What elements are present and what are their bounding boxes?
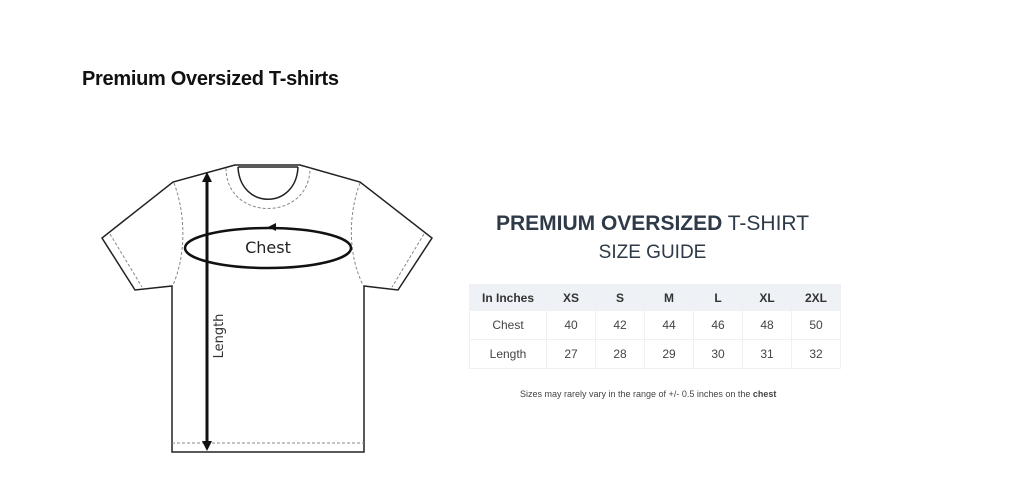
tshirt-outline bbox=[101, 164, 434, 453]
table-cell: 50 bbox=[791, 310, 841, 340]
size-table: In Inches XS S M L XL 2XL Chest 40 42 44… bbox=[469, 284, 841, 369]
page-title: Premium Oversized T-shirts bbox=[82, 68, 339, 90]
table-header-row: In Inches XS S M L XL 2XL bbox=[469, 284, 841, 311]
length-label: Length bbox=[212, 314, 227, 359]
size-note: Sizes may rarely vary in the range of +/… bbox=[470, 389, 927, 399]
table-cell: 48 bbox=[742, 310, 792, 340]
table-cell: 46 bbox=[693, 310, 743, 340]
header-cell: M bbox=[644, 284, 694, 311]
chest-ellipse bbox=[183, 226, 353, 270]
tshirt-diagram: Chest Length bbox=[101, 164, 434, 453]
table-cell: 29 bbox=[644, 339, 694, 369]
title-rest: T-SHIRT bbox=[722, 212, 810, 235]
row-label: Chest bbox=[469, 310, 547, 340]
header-cell: XL bbox=[742, 284, 792, 311]
header-cell: L bbox=[693, 284, 743, 311]
header-cell: 2XL bbox=[791, 284, 841, 311]
table-cell: 32 bbox=[791, 339, 841, 369]
note-text: Sizes may rarely vary in the range of +/… bbox=[520, 389, 753, 399]
row-label: Length bbox=[469, 339, 547, 369]
note-bold: chest bbox=[752, 389, 777, 399]
table-cell: 31 bbox=[742, 339, 792, 369]
title-bold: PREMIUM OVERSIZED bbox=[495, 212, 723, 235]
table-row: Length 27 28 29 30 31 32 bbox=[469, 339, 841, 369]
table-cell: 40 bbox=[546, 310, 596, 340]
chest-arrow-icon bbox=[268, 223, 276, 231]
table-row: Chest 40 42 44 46 48 50 bbox=[469, 310, 841, 340]
header-cell: In Inches bbox=[469, 284, 547, 311]
table-cell: 44 bbox=[644, 310, 694, 340]
table-cell: 27 bbox=[546, 339, 596, 369]
chest-label: Chest bbox=[245, 238, 291, 257]
size-guide-subtitle: SIZE GUIDE bbox=[598, 242, 707, 263]
header-cell: XS bbox=[546, 284, 596, 311]
header-cell: S bbox=[595, 284, 645, 311]
table-cell: 42 bbox=[595, 310, 645, 340]
table-cell: 30 bbox=[693, 339, 743, 369]
table-cell: 28 bbox=[595, 339, 645, 369]
seam-lines bbox=[109, 167, 425, 444]
size-guide-title: PREMIUM OVERSIZED T-SHIRT bbox=[470, 212, 835, 236]
